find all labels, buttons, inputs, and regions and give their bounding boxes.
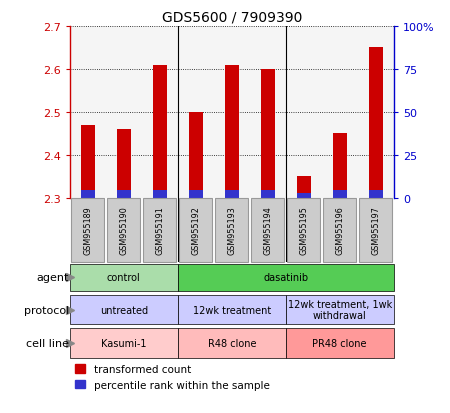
Text: GSM955197: GSM955197 <box>371 206 380 255</box>
Bar <box>333 190 346 198</box>
Text: 12wk treatment: 12wk treatment <box>193 305 271 315</box>
Bar <box>251 198 284 262</box>
Bar <box>286 329 394 358</box>
Bar <box>81 126 94 190</box>
Bar <box>71 198 104 262</box>
Text: GSM955193: GSM955193 <box>227 206 236 254</box>
Text: PR48 clone: PR48 clone <box>312 338 367 348</box>
Bar <box>189 113 202 190</box>
Bar <box>179 198 212 262</box>
Bar <box>153 65 166 190</box>
Text: R48 clone: R48 clone <box>207 338 256 348</box>
Bar <box>117 130 130 190</box>
Bar <box>287 198 320 262</box>
Bar <box>359 198 392 262</box>
Title: GDS5600 / 7909390: GDS5600 / 7909390 <box>162 10 302 24</box>
Text: GSM955190: GSM955190 <box>119 206 128 254</box>
Text: control: control <box>107 273 140 283</box>
Text: agent: agent <box>36 273 69 283</box>
Text: dasatinib: dasatinib <box>263 273 308 283</box>
Bar <box>70 329 178 358</box>
Text: 12wk treatment, 1wk
withdrawal: 12wk treatment, 1wk withdrawal <box>288 299 392 320</box>
Bar <box>143 198 176 262</box>
Text: GSM955189: GSM955189 <box>83 206 92 254</box>
Text: untreated: untreated <box>100 305 148 315</box>
Bar <box>369 48 382 190</box>
Bar <box>215 198 248 262</box>
Bar <box>261 190 274 198</box>
Text: Kasumi-1: Kasumi-1 <box>101 338 147 348</box>
Bar <box>225 65 238 190</box>
Bar <box>178 264 394 292</box>
Bar <box>153 190 166 198</box>
Bar <box>107 198 140 262</box>
Text: GSM955195: GSM955195 <box>299 206 308 255</box>
Bar <box>333 134 346 190</box>
Bar <box>297 177 310 194</box>
Text: GSM955196: GSM955196 <box>335 206 344 254</box>
Text: GSM955194: GSM955194 <box>263 206 272 254</box>
Bar <box>297 194 310 198</box>
Bar <box>81 190 94 198</box>
Legend: transformed count, percentile rank within the sample: transformed count, percentile rank withi… <box>75 365 270 389</box>
Text: protocol: protocol <box>24 305 69 315</box>
Bar <box>189 190 202 198</box>
Text: cell line: cell line <box>26 338 69 348</box>
Bar <box>225 190 238 198</box>
Bar <box>261 70 274 190</box>
Text: GSM955192: GSM955192 <box>191 206 200 255</box>
Bar <box>70 264 178 292</box>
Bar <box>178 296 286 325</box>
Bar <box>369 190 382 198</box>
Bar <box>178 329 286 358</box>
Bar <box>70 296 178 325</box>
Bar <box>117 190 130 198</box>
Bar <box>323 198 356 262</box>
Text: GSM955191: GSM955191 <box>155 206 164 254</box>
Bar <box>286 296 394 325</box>
